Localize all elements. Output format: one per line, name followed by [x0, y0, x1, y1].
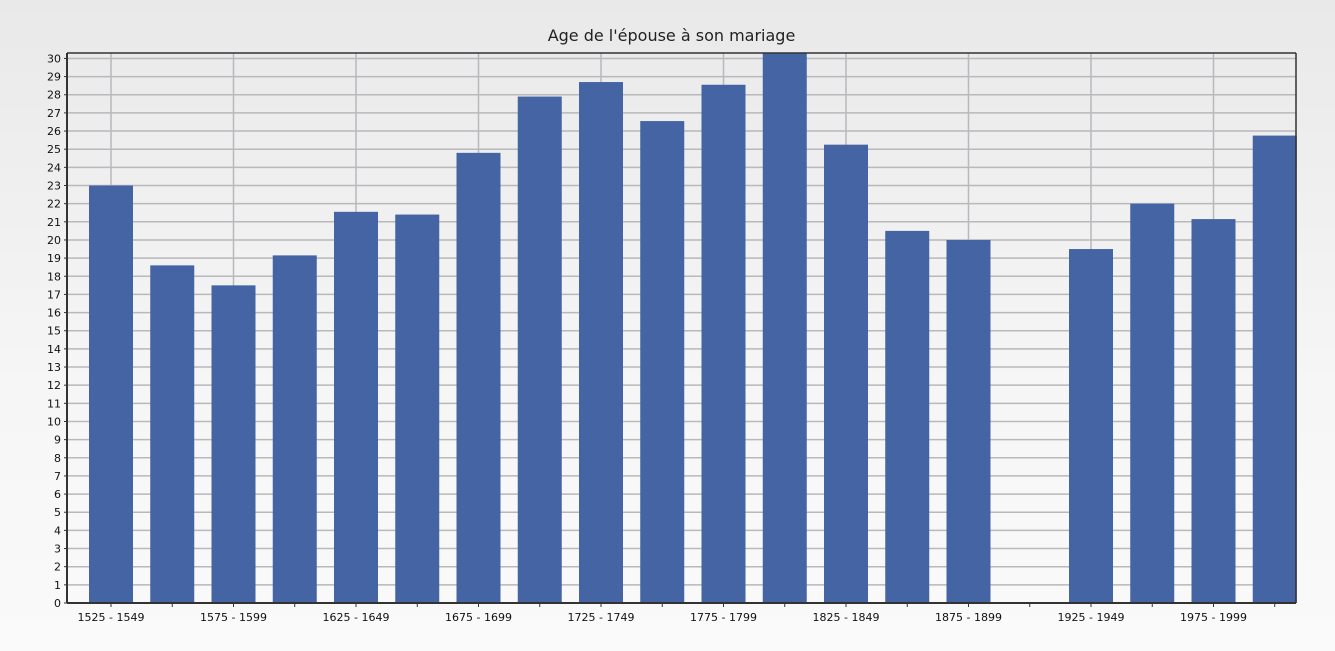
bar-1800-1824 — [762, 53, 807, 603]
y-tick-label: 6 — [54, 488, 61, 501]
bar-1775-1799 — [701, 84, 746, 603]
y-tick-label: 28 — [47, 89, 61, 102]
y-tick-label: 13 — [47, 361, 61, 374]
y-tick-label: 22 — [47, 198, 61, 211]
y-tick-label: 2 — [54, 561, 61, 574]
y-tick-label: 0 — [54, 597, 61, 610]
y-tick-label: 5 — [54, 506, 61, 519]
bar-1850-1874 — [885, 230, 930, 603]
y-tick-label: 3 — [54, 543, 61, 556]
bar-1875-1899 — [946, 239, 991, 604]
y-tick-label: 20 — [47, 234, 61, 247]
y-tick-label: 10 — [47, 415, 61, 428]
y-tick-label: 17 — [47, 288, 61, 301]
bar-1725-1749 — [579, 82, 623, 603]
bar-1575-1599 — [211, 285, 256, 603]
x-tick-label: 1925 - 1949 — [1058, 611, 1125, 624]
y-tick-label: 14 — [47, 343, 61, 356]
y-tick-label: 11 — [47, 397, 61, 410]
y-tick-label: 30 — [47, 52, 61, 65]
y-tick-label: 23 — [47, 180, 61, 193]
x-tick-label: 1875 - 1899 — [935, 611, 1002, 624]
chart-title: Age de l'épouse à son mariage — [547, 26, 796, 45]
y-tick-label: 4 — [54, 524, 61, 537]
tick-labels: 0123456789101112131415161718192021222324… — [47, 52, 1247, 624]
y-tick-label: 21 — [47, 216, 61, 229]
y-tick-label: 26 — [47, 125, 61, 138]
bar-1550-1574 — [150, 265, 195, 603]
bar-1750-1774 — [640, 121, 685, 603]
y-tick-label: 16 — [47, 307, 61, 320]
y-tick-label: 19 — [47, 252, 61, 265]
y-tick-label: 25 — [47, 143, 61, 156]
y-tick-label: 9 — [54, 434, 61, 447]
x-tick-label: 1975 - 1999 — [1180, 611, 1247, 624]
y-tick-label: 7 — [54, 470, 61, 483]
bars — [89, 53, 1297, 604]
bar-1825-1849 — [824, 144, 868, 603]
x-tick-label: 1625 - 1649 — [323, 611, 390, 624]
bar-1650-1674 — [395, 214, 440, 604]
bar-1525-1549 — [89, 185, 133, 604]
bar-1950-1974 — [1130, 203, 1175, 603]
axes — [64, 52, 1297, 607]
x-tick-label: 1675 - 1699 — [445, 611, 512, 624]
x-tick-label: 1775 - 1799 — [690, 611, 757, 624]
bar-1925-1949 — [1069, 249, 1113, 603]
y-tick-label: 27 — [47, 107, 61, 120]
bar-1600-1624 — [272, 255, 317, 603]
x-tick-label: 1525 - 1549 — [78, 611, 145, 624]
y-tick-label: 1 — [54, 579, 61, 592]
x-tick-label: 1575 - 1599 — [200, 611, 267, 624]
y-tick-label: 18 — [47, 270, 61, 283]
y-tick-label: 15 — [47, 325, 61, 338]
y-tick-label: 8 — [54, 452, 61, 465]
bar-1675-1699 — [456, 152, 501, 604]
bar-1625-1649 — [334, 211, 378, 604]
y-tick-label: 24 — [47, 161, 61, 174]
x-tick-label: 1725 - 1749 — [568, 611, 635, 624]
y-tick-label: 12 — [47, 379, 61, 392]
bar-1700-1724 — [517, 96, 562, 603]
bar-1975-1999 — [1191, 219, 1236, 603]
bar-2000-2024 — [1252, 135, 1297, 603]
y-tick-label: 29 — [47, 71, 61, 84]
x-tick-label: 1825 - 1849 — [813, 611, 880, 624]
